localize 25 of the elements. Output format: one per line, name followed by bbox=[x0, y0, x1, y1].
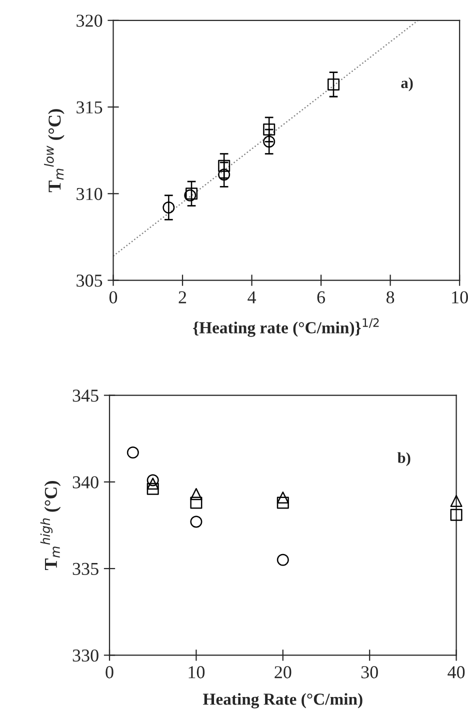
y-tick-label: 310 bbox=[76, 188, 102, 200]
x-tick-label: 0 bbox=[106, 666, 114, 678]
y-axis-title: T$_{m}$$^{low}$ (°C) bbox=[44, 109, 64, 192]
x-tick-label: 8 bbox=[386, 291, 394, 304]
x-tick-label: 20 bbox=[274, 666, 292, 678]
annotation: a) bbox=[401, 77, 413, 92]
y-tick-label: 315 bbox=[76, 101, 102, 114]
x-tick-label: 10 bbox=[188, 666, 205, 678]
x-tick-label: 0 bbox=[109, 291, 118, 304]
x-tick-label: 4 bbox=[248, 291, 256, 304]
x-tick-label: 6 bbox=[317, 291, 326, 304]
y-axis-title: T$_{m}$$^{high}$ (°C) bbox=[40, 481, 61, 570]
x-tick-label: 30 bbox=[361, 666, 378, 678]
y-tick-label: 330 bbox=[72, 649, 98, 662]
x-tick-label: 10 bbox=[452, 291, 468, 304]
y-tick-label: 305 bbox=[76, 274, 102, 287]
x-axis-title: Heating Rate (°C/min) bbox=[203, 693, 362, 708]
x-tick-label: 40 bbox=[448, 666, 465, 678]
y-tick-label: 320 bbox=[76, 14, 102, 27]
y-tick-label: 345 bbox=[72, 390, 98, 402]
annotation: b) bbox=[398, 452, 410, 466]
x-axis-title: {Heating rate (°C/min)}$^{1/2}$ bbox=[193, 318, 379, 337]
y-tick-label: 335 bbox=[72, 562, 98, 576]
y-tick-label: 340 bbox=[72, 476, 98, 488]
x-tick-label: 2 bbox=[178, 291, 186, 304]
